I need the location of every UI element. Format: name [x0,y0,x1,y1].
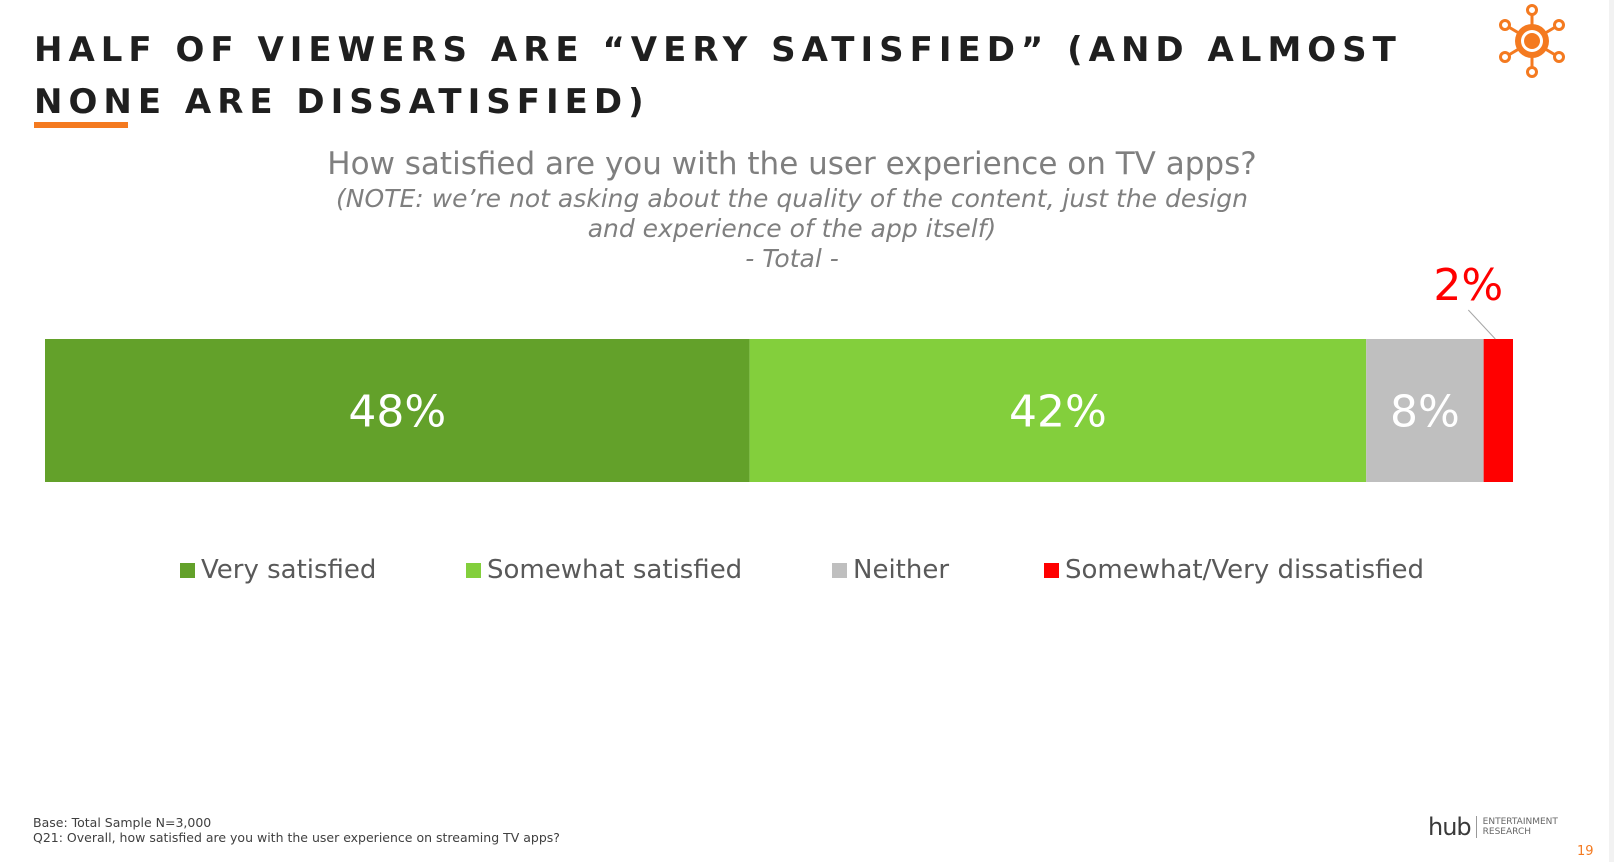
footnote-base: Base: Total Sample N=3,000 [33,815,212,830]
brand-subtitle: ENTERTAINMENT RESEARCH [1483,817,1558,837]
chart-question: How satisfied are you with the user expe… [0,144,1584,274]
leader-line-4 [1467,309,1496,340]
legend-item-2: Somewhat satisfied [466,555,742,585]
bar-segment-1 [45,339,750,482]
data-label-3: 8% [1390,387,1460,438]
sun-network-icon [1499,4,1565,78]
legend-item-3: Neither [832,555,949,585]
bar-segment-2 [749,339,1367,482]
data-label-1: 48% [348,387,446,438]
bar-segment-3 [1366,339,1484,482]
title-underline [34,122,128,128]
question-note-line-1: (NOTE: we’re not asking about the qualit… [336,184,1248,213]
slide-title: HALF OF VIEWERS ARE “VERY SATISFIED” (AN… [34,30,1402,122]
data-label-4: 2% [1433,260,1503,311]
legend-item-1: Very satisfied [180,555,376,585]
question-note-line-2: and experience of the app itself) [587,214,997,243]
brand-sub-line-2: RESEARCH [1482,827,1532,837]
question-note-line-3: - Total - [745,244,839,273]
legend-label-4: Somewhat/Very dissatisfied [1065,555,1425,585]
page-number: 19 [1577,844,1594,859]
question-main: How satisfied are you with the user expe… [327,146,1257,182]
slide-edge-strip [1609,0,1614,862]
bar-segment-4 [1483,339,1513,482]
legend-swatch-4 [1044,562,1059,578]
chart-legend: Very satisfied Somewhat satisfied Neither S… [0,555,1614,591]
stacked-bar-chart: 48% 42% 8% 2% [45,260,1513,482]
legend-label-1: Very satisfied [201,555,377,585]
legend-swatch-3 [832,562,847,578]
legend-swatch-2 [466,562,481,578]
footnote-question: Q21: Overall, how satisfied are you with… [33,830,560,845]
legend-swatch-1 [180,562,195,578]
brand-sub-line-1: ENTERTAINMENT [1482,817,1558,827]
legend-item-4: Somewhat/Very dissatisfied [1044,555,1424,585]
legend-label-3: Neither [853,555,950,585]
brand-separator [1475,816,1477,838]
data-label-2: 42% [1009,387,1107,438]
legend-label-2: Somewhat satisfied [487,555,743,585]
brand-logo: hub ENTERTAINMENT RESEARCH [1428,815,1558,839]
brand-name: hub [1428,813,1472,841]
